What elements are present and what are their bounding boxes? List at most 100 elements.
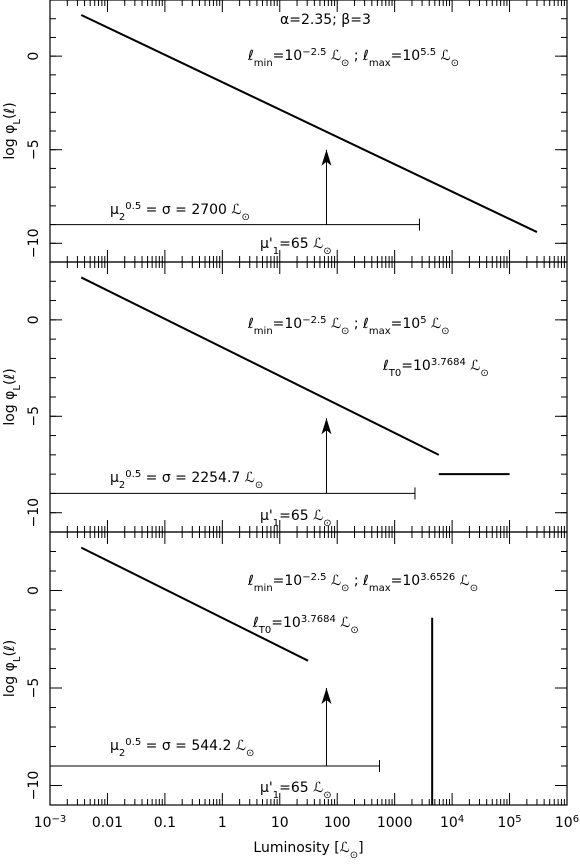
annotation: α=2.35; β=3 bbox=[280, 12, 371, 28]
y-tick-label: −5 bbox=[26, 678, 42, 699]
text-part: min bbox=[254, 583, 273, 594]
text-part: (ℓ) bbox=[2, 640, 18, 657]
plot-frame bbox=[49, 261, 568, 533]
text-part: 10 bbox=[555, 815, 573, 831]
annotation: μ'1=65 ℒ⊙ bbox=[260, 508, 332, 529]
text-part: ⊙ bbox=[441, 326, 449, 337]
text-part: ⊙ bbox=[323, 518, 331, 529]
x-tick-label: 1 bbox=[218, 815, 227, 831]
text-part: ⊙ bbox=[470, 583, 478, 594]
text-part: 1 bbox=[273, 246, 279, 257]
text-part: T0 bbox=[258, 625, 271, 636]
text-part: =65 ℒ bbox=[279, 508, 323, 524]
y-tick-label: −5 bbox=[26, 406, 42, 427]
text-part: ℒ bbox=[436, 48, 451, 64]
text-part: ℒ bbox=[327, 48, 342, 64]
text-part: μ bbox=[110, 738, 119, 754]
text-part: =65 ℒ bbox=[279, 236, 323, 252]
text-part: ⊙ bbox=[451, 58, 459, 69]
annotation: μ20.5 = σ = 2254.7 ℒ⊙ bbox=[110, 469, 263, 491]
annotation: ℓmin=10−2.5 ℒ⊙ ; ℓmax=105.5 ℒ⊙ bbox=[247, 47, 459, 69]
text-part: (ℓ) bbox=[2, 102, 18, 119]
y-tick-label: 0 bbox=[26, 315, 42, 324]
text-part: ⊙ bbox=[350, 850, 358, 861]
annotation: μ'1=65 ℒ⊙ bbox=[260, 780, 332, 801]
text-part: φ bbox=[2, 662, 18, 671]
series-line bbox=[80, 546, 309, 662]
text-part: ℒ bbox=[466, 358, 481, 374]
text-part: 0.5 bbox=[125, 737, 141, 748]
text-part: = σ = 544.2 ℒ bbox=[141, 738, 246, 754]
text-part: ℓ bbox=[382, 358, 389, 374]
text-part: 0.5 bbox=[125, 469, 141, 480]
text-part: ℓ bbox=[247, 573, 254, 589]
text-part: min bbox=[254, 326, 273, 337]
x-axis-label: Luminosity [ℒ⊙] bbox=[253, 840, 363, 861]
text-part: max bbox=[369, 326, 391, 337]
text-part: = σ = 2254.7 ℒ bbox=[141, 470, 255, 486]
text-part: ⊙ bbox=[480, 368, 488, 379]
text-part: =10 bbox=[391, 573, 421, 589]
annotation: ℓT0=103.7684 ℒ⊙ bbox=[252, 614, 359, 636]
text-part: 2 bbox=[119, 480, 125, 491]
text-part: −3 bbox=[52, 814, 67, 825]
annotation: ℓmin=10−2.5 ℒ⊙ ; ℓmax=105 ℒ⊙ bbox=[247, 315, 450, 337]
x-tick-label: 10 bbox=[271, 815, 289, 831]
text-part: T0 bbox=[388, 368, 401, 379]
text-part: ℓ bbox=[247, 48, 254, 64]
text-part: ℒ bbox=[336, 615, 351, 631]
text-part: max bbox=[369, 58, 391, 69]
text-part: log bbox=[2, 134, 18, 160]
text-part: ⊙ bbox=[242, 212, 250, 223]
text-part: Luminosity [ℒ bbox=[253, 840, 349, 856]
text-part: L bbox=[12, 385, 23, 391]
text-part: ⊙ bbox=[323, 790, 331, 801]
text-part: −2.5 bbox=[302, 572, 326, 583]
text-part: −2.5 bbox=[302, 315, 326, 326]
text-part: =10 bbox=[391, 48, 421, 64]
text-part: ] bbox=[358, 840, 363, 856]
text-part: ⊙ bbox=[246, 748, 254, 759]
text-part: 5 bbox=[515, 814, 521, 825]
x-tick-label: 106 bbox=[555, 814, 579, 832]
text-part: 0.5 bbox=[125, 201, 141, 212]
text-part: log bbox=[2, 400, 18, 426]
text-part: =10 bbox=[391, 316, 421, 332]
text-part: ℒ bbox=[327, 316, 342, 332]
text-part: 5.5 bbox=[420, 47, 436, 58]
text-part: = σ = 2700 ℒ bbox=[141, 202, 241, 218]
annotation: μ20.5 = σ = 2700 ℒ⊙ bbox=[110, 201, 250, 223]
series-line bbox=[80, 276, 440, 456]
text-part: μ bbox=[110, 470, 119, 486]
y-tick-label: −10 bbox=[26, 229, 42, 259]
text-part: ; ℓ bbox=[349, 48, 368, 64]
text-part: α=2.35; β=3 bbox=[280, 12, 371, 28]
text-part: ℓ bbox=[247, 316, 254, 332]
text-part: 2 bbox=[119, 748, 125, 759]
text-part: =10 bbox=[273, 316, 303, 332]
y-tick-label: −10 bbox=[26, 771, 42, 801]
text-part: 6 bbox=[573, 814, 579, 825]
text-part: max bbox=[369, 583, 391, 594]
text-part: 10 bbox=[34, 815, 52, 831]
text-part: μ' bbox=[260, 508, 273, 524]
text-part: 1 bbox=[273, 518, 279, 529]
text-part: 1 bbox=[273, 790, 279, 801]
text-part: μ' bbox=[260, 780, 273, 796]
text-part: 3.7684 bbox=[431, 357, 466, 368]
x-tick-label: 10−3 bbox=[34, 814, 67, 832]
text-part: μ bbox=[110, 202, 119, 218]
annotation: ℓT0=103.7684 ℒ⊙ bbox=[382, 357, 489, 379]
text-part: φ bbox=[2, 125, 18, 134]
text-part: ; ℓ bbox=[349, 316, 368, 332]
annotation: ℓmin=10−2.5 ℒ⊙ ; ℓmax=103.6526 ℒ⊙ bbox=[247, 572, 478, 594]
text-part: 3.6526 bbox=[420, 572, 455, 583]
text-part: =10 bbox=[271, 615, 301, 631]
arrow-head bbox=[321, 688, 332, 704]
text-part: 3.7684 bbox=[301, 614, 336, 625]
text-part: 2 bbox=[119, 212, 125, 223]
text-part: 10 bbox=[497, 815, 515, 831]
text-part: μ' bbox=[260, 236, 273, 252]
text-part: =65 ℒ bbox=[279, 780, 323, 796]
